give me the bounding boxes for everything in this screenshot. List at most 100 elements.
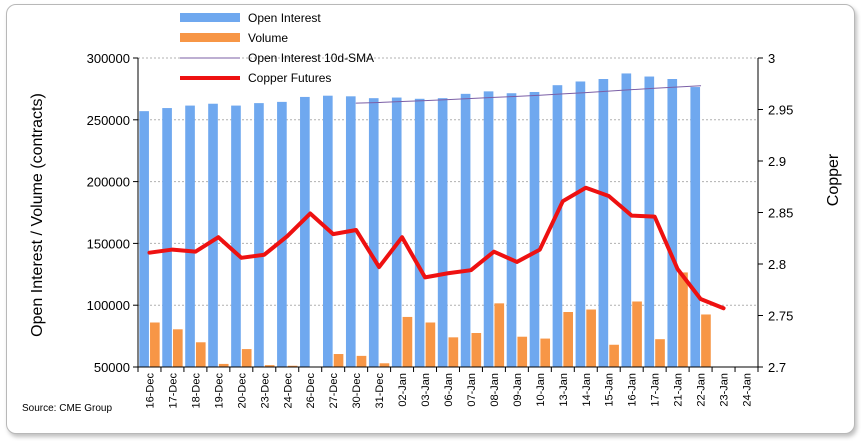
bar-volume — [402, 316, 413, 367]
bar-open-interest — [185, 105, 195, 367]
y-tick-label: 50000 — [94, 360, 130, 375]
x-tick-label: 16-Jan — [627, 373, 639, 407]
bar-volume — [540, 338, 551, 367]
y-tick-label: 100000 — [87, 298, 130, 313]
bar-open-interest — [414, 98, 425, 368]
bar-open-interest — [368, 98, 379, 368]
bar-open-interest — [483, 91, 494, 367]
x-tick-label: 06-Jan — [443, 373, 455, 407]
x-tick-label: 24-Dec — [282, 373, 294, 409]
line-open-interest-sma — [355, 85, 702, 104]
x-tick-label: 24-Jan — [742, 373, 754, 407]
x-tick-label: 17-Jan — [650, 373, 662, 407]
x-tick-label: 26-Dec — [305, 373, 317, 409]
y2-tick-label: 2.9 — [768, 154, 786, 169]
bar-open-interest — [162, 108, 172, 368]
bar-volume — [264, 365, 275, 367]
axes — [137, 58, 759, 368]
bar-open-interest — [139, 111, 149, 367]
y2-tick-label: 2.75 — [768, 309, 793, 324]
bar-open-interest — [437, 98, 448, 368]
x-tick-label: 13-Jan — [558, 373, 570, 407]
legend-label-sma: Open Interest 10d-SMA — [248, 51, 374, 65]
bar-volume — [632, 301, 642, 367]
bar-volume — [448, 337, 459, 367]
x-tick-label: 30-Dec — [351, 373, 363, 409]
bar-open-interest — [506, 93, 517, 367]
x-tick-label: 23-Jan — [719, 373, 731, 407]
x-tick-label: 14-Jan — [581, 373, 593, 407]
bar-volume — [379, 363, 390, 367]
x-tick-label: 22-Jan — [696, 373, 708, 407]
legend: Open Interest Volume Open Interest 10d-S… — [180, 11, 374, 85]
bar-open-interest — [300, 96, 310, 368]
y2-tick-label: 2.95 — [768, 103, 793, 118]
x-tick-label: 09-Jan — [512, 373, 524, 407]
bar-volume — [701, 314, 711, 367]
bar-open-interest — [575, 81, 586, 367]
bar-volume — [218, 363, 229, 367]
bar-open-interest — [690, 87, 701, 368]
y-tick-label: 300000 — [87, 51, 130, 66]
x-tick-label: 15-Jan — [604, 373, 616, 407]
x-tick-label: 21-Jan — [673, 373, 685, 407]
x-tick-label: 23-Dec — [259, 373, 271, 409]
bar-open-interest — [552, 85, 563, 367]
bar-volume — [333, 354, 344, 367]
y2-tick-label: 2.7 — [768, 360, 786, 375]
x-tick-label: 07-Jan — [466, 373, 478, 407]
legend-label-open-interest: Open Interest — [248, 11, 321, 25]
grid — [138, 57, 758, 306]
bar-open-interest — [621, 73, 632, 367]
y2-axis-title: Copper — [825, 153, 842, 206]
x-tick-label: 27-Dec — [328, 373, 340, 409]
bar-open-interest — [460, 93, 471, 368]
bar-volume — [195, 342, 206, 367]
x-tick-label: 10-Jan — [535, 373, 547, 407]
bar-volume — [517, 336, 528, 367]
bar-open-interest — [254, 103, 264, 367]
y-axis-title: Open Interest / Volume (contracts) — [29, 93, 46, 337]
source-note: Source: CME Group — [22, 403, 112, 414]
bar-volume — [655, 339, 665, 367]
bar-open-interest — [277, 101, 287, 368]
legend-label-volume: Volume — [248, 31, 288, 45]
legend-swatch-open-interest — [180, 13, 240, 22]
bar-volume — [241, 349, 252, 367]
x-tick-label: 20-Dec — [236, 373, 248, 409]
x-tick-label: 19-Dec — [213, 373, 225, 409]
x-tick-label: 02-Jan — [397, 373, 409, 407]
bar-open-interest — [529, 91, 540, 368]
bars — [139, 73, 711, 368]
y2-tick-label: 2.85 — [768, 206, 793, 221]
bar-open-interest — [391, 97, 402, 367]
bar-volume — [172, 329, 183, 367]
bar-open-interest — [231, 105, 241, 367]
y-tick-label: 250000 — [87, 113, 130, 128]
bar-volume — [586, 309, 596, 367]
bar-open-interest — [208, 103, 218, 368]
bar-volume — [678, 272, 688, 367]
bar-volume — [563, 311, 573, 367]
bar-open-interest — [667, 79, 678, 368]
legend-label-copper: Copper Futures — [248, 71, 331, 85]
x-tick-label: 08-Jan — [489, 373, 501, 407]
x-tick-label: 03-Jan — [420, 373, 432, 407]
line-copper-futures — [147, 185, 726, 311]
legend-swatch-volume — [180, 33, 240, 42]
y-ticks-right: 2.7 2.75 2.8 2.85 2.9 2.95 3 — [758, 51, 793, 375]
bar-volume — [150, 322, 160, 367]
y-ticks-left: 50000 100000 150000 200000 250000 300000 — [87, 51, 138, 375]
y2-tick-label: 3 — [768, 51, 775, 66]
bar-volume — [356, 355, 367, 367]
bar-open-interest — [644, 76, 655, 367]
series-lines — [147, 85, 726, 311]
x-tick-label: 17-Dec — [167, 373, 179, 409]
bar-volume — [494, 303, 505, 367]
bar-open-interest — [598, 79, 609, 368]
x-tick-label: 18-Dec — [190, 373, 202, 409]
x-tick-label: 16-Dec — [144, 373, 156, 409]
x-ticks: 16-Dec 17-Dec 18-Dec 19-Dec 20-Dec 23-Dec 24-D… — [137, 367, 759, 409]
y-tick-label: 150000 — [87, 236, 130, 251]
